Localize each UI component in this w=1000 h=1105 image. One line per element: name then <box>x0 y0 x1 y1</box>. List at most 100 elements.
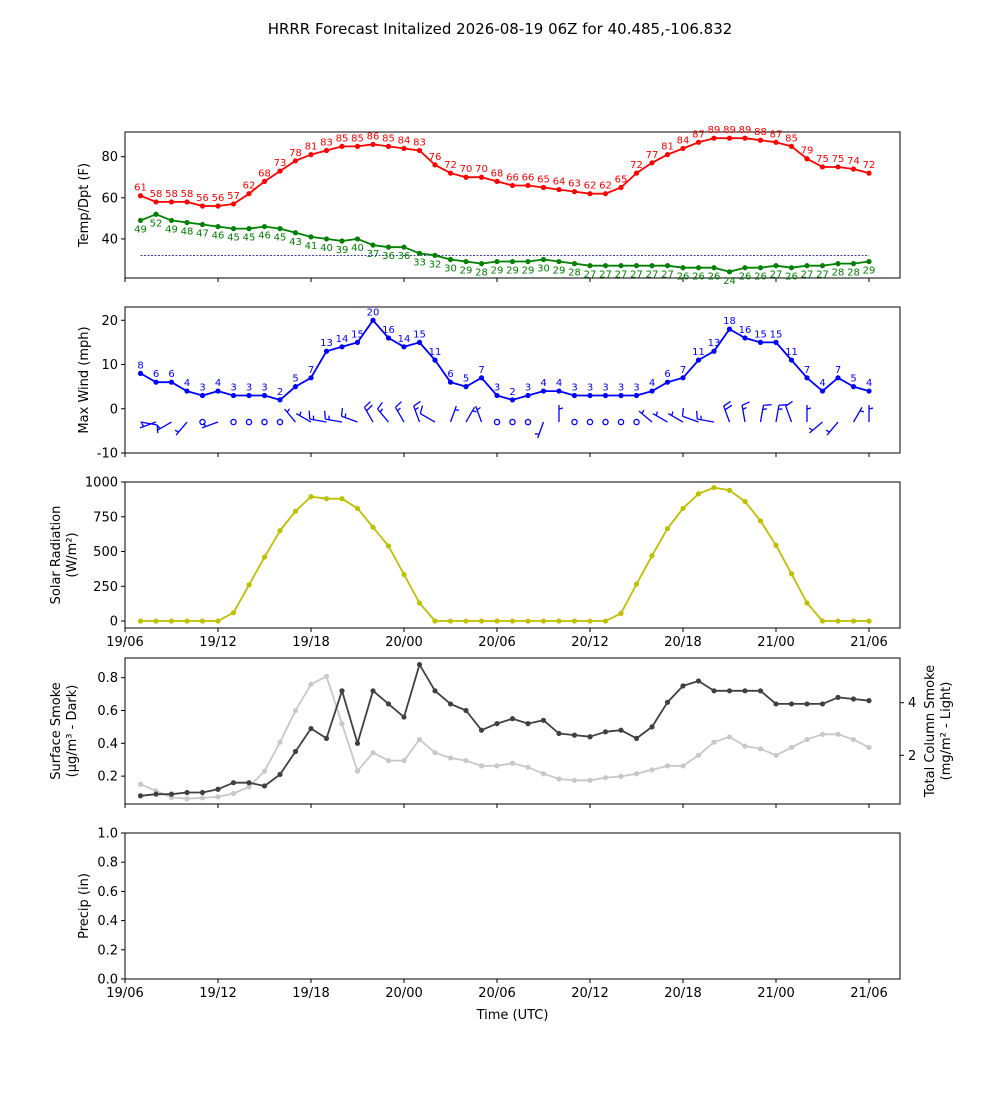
data-point <box>541 388 546 393</box>
data-label: 72 <box>863 160 876 171</box>
data-point <box>804 156 809 161</box>
y-tick-label: 0.2 <box>97 770 118 785</box>
data-label: 88 <box>754 127 767 138</box>
data-point <box>386 701 391 706</box>
data-label: 29 <box>863 266 876 277</box>
data-point <box>711 265 716 270</box>
data-point <box>525 259 530 264</box>
data-point <box>169 380 174 385</box>
data-point <box>215 388 220 393</box>
data-point <box>696 678 701 683</box>
data-label: 16 <box>739 325 752 336</box>
data-point <box>556 776 561 781</box>
data-point <box>696 357 701 362</box>
data-point <box>572 393 577 398</box>
data-point <box>727 734 732 739</box>
data-point <box>851 696 856 701</box>
data-point <box>742 688 747 693</box>
data-point <box>773 340 778 345</box>
data-point <box>308 726 313 731</box>
data-point <box>587 393 592 398</box>
x-tick-label: 21/06 <box>850 986 887 1001</box>
data-point <box>401 758 406 763</box>
data-point <box>665 763 670 768</box>
data-point <box>634 171 639 176</box>
data-point <box>618 774 623 779</box>
data-point <box>308 494 313 499</box>
data-point <box>215 203 220 208</box>
wind-barb <box>639 411 652 422</box>
data-point <box>727 488 732 493</box>
data-point <box>262 393 267 398</box>
data-point <box>494 763 499 768</box>
data-label: 28 <box>475 268 488 279</box>
data-point <box>355 506 360 511</box>
data-label: 7 <box>680 365 686 376</box>
data-point <box>665 526 670 531</box>
y-tick-label: 1000 <box>85 476 118 491</box>
data-point <box>835 261 840 266</box>
data-label: 3 <box>571 382 577 393</box>
data-point <box>525 721 530 726</box>
data-point <box>603 729 608 734</box>
data-label: 37 <box>367 249 380 260</box>
data-label: 14 <box>398 334 411 345</box>
data-label: 39 <box>336 245 349 256</box>
data-label: 27 <box>584 270 597 281</box>
data-point <box>293 230 298 235</box>
data-label: 72 <box>444 160 457 171</box>
data-point <box>169 199 174 204</box>
y-tick-label: 80 <box>101 150 118 165</box>
data-point <box>463 175 468 180</box>
data-point <box>742 265 747 270</box>
data-point <box>479 261 484 266</box>
data-label: 15 <box>351 329 364 340</box>
data-point <box>339 144 344 149</box>
data-point <box>138 793 143 798</box>
data-label: 3 <box>261 382 267 393</box>
data-point <box>293 158 298 163</box>
y-tick-label: 0.8 <box>97 856 118 871</box>
data-point <box>386 758 391 763</box>
x-tick-label: 20/12 <box>571 986 608 1001</box>
data-label: 45 <box>274 233 287 244</box>
data-point <box>649 388 654 393</box>
series-line-solar-0 <box>141 488 870 621</box>
data-point <box>184 618 189 623</box>
data-point <box>556 618 561 623</box>
data-label: 75 <box>832 154 845 165</box>
data-point <box>448 701 453 706</box>
y-tick-label: 750 <box>93 510 118 525</box>
data-point <box>262 554 267 559</box>
data-label: 58 <box>181 189 194 200</box>
data-point <box>169 792 174 797</box>
wind-barb <box>296 414 311 423</box>
data-label: 26 <box>739 272 752 283</box>
data-point <box>820 701 825 706</box>
data-label: 27 <box>816 270 829 281</box>
data-point <box>448 755 453 760</box>
data-point <box>262 179 267 184</box>
data-point <box>804 600 809 605</box>
data-point <box>587 778 592 783</box>
data-label: 29 <box>491 266 504 277</box>
x-tick-label: 20/12 <box>571 635 608 650</box>
wind-barb <box>786 406 792 422</box>
data-point <box>138 371 143 376</box>
data-label: 89 <box>739 125 752 136</box>
data-label: 68 <box>491 168 504 179</box>
wind-barb <box>668 414 683 423</box>
data-label: 28 <box>847 268 860 279</box>
data-point <box>432 750 437 755</box>
data-point <box>386 144 391 149</box>
data-label: 45 <box>227 233 240 244</box>
x-tick-label: 21/06 <box>850 635 887 650</box>
data-point <box>835 695 840 700</box>
data-point <box>231 780 236 785</box>
wind-barb-feather <box>786 401 793 406</box>
x-tick-label: 20/00 <box>385 986 422 1001</box>
y-axis-label: Surface Smoke <box>49 682 64 780</box>
data-point <box>200 203 205 208</box>
